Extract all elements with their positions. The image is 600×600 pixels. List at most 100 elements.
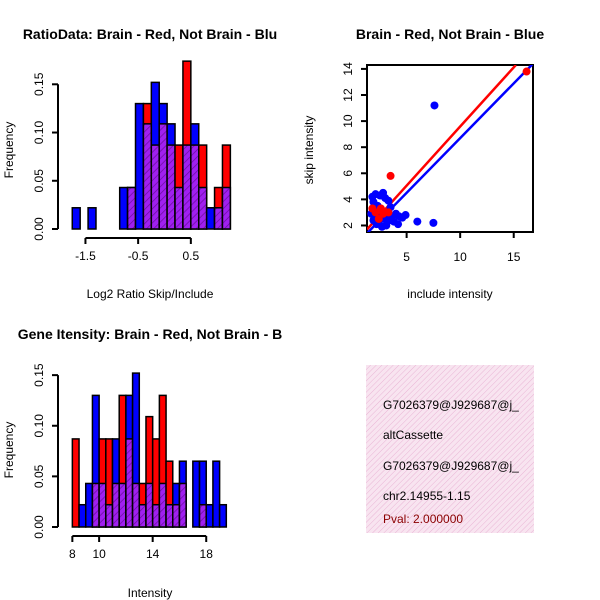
intensity-bar-overlap	[172, 503, 181, 528]
intensity-bar-overlap	[145, 482, 154, 528]
intensity-bar-overlap	[131, 482, 141, 528]
ratio-y-tick-label: 0.15	[32, 72, 46, 96]
scatter-y-tick-label: 2	[341, 222, 355, 229]
intensity-x-tick-label: 18	[200, 547, 214, 561]
scatter-y-tick-label: 10	[341, 114, 355, 128]
ratio-histogram-title: RatioData: Brain - Red, Not Brain - Blu	[23, 26, 277, 42]
ratio-bar-overlap	[126, 186, 137, 230]
scatter-point-blue	[384, 196, 393, 205]
intensity-scatter-panel: Brain - Red, Not Brain - Blue 5 10 15 2 4 6 8 1…	[302, 26, 544, 301]
scatter-point-blue	[385, 216, 394, 225]
ratio-bar-overlap	[221, 186, 232, 230]
intensity-bar-overlap	[118, 482, 127, 528]
intensity-y-tick-label: 0.00	[32, 515, 46, 539]
scatter-x-tick-label: 5	[403, 250, 410, 264]
scatter-y-tick-label: 12	[341, 88, 355, 102]
intensity-bar-blue	[78, 503, 87, 528]
scatter-points	[367, 67, 531, 231]
ratio-bar-overlap	[182, 144, 192, 230]
intensity-x-tick-label: 8	[69, 547, 76, 561]
ratio-bar-blue	[118, 186, 129, 230]
info-panel-background	[366, 365, 534, 533]
scatter-ylabel: skip intensity	[302, 116, 316, 185]
ratio-y-tick-label: 0.00	[32, 217, 46, 241]
ratio-histogram-panel: RatioData: Brain - Red, Not Brain - Blu …	[2, 26, 277, 301]
intensity-x-tick-label: 10	[92, 547, 106, 561]
scatter-point-red	[386, 171, 395, 180]
intensity-bar-blue	[218, 503, 228, 528]
pval-text: Pval: 2.000000	[383, 512, 463, 526]
ratio-bar-blue	[71, 207, 81, 230]
intensity-bar-blue	[212, 460, 221, 528]
intensity-histogram-xlabel: Intensity	[128, 586, 173, 600]
ratio-histogram-xlabel: Log2 Ratio Skip/Include	[87, 287, 214, 301]
intensity-bar-blue	[84, 482, 94, 528]
info-line-1: G7026379@J929687@j_	[383, 398, 519, 412]
scatter-point-red	[522, 67, 531, 76]
intensity-bar-overlap	[158, 482, 167, 528]
ratio-x-tick-label: -0.5	[128, 249, 149, 263]
scatter-point-blue	[430, 101, 439, 110]
info-line-2: altCassette	[383, 428, 443, 442]
ratio-x-tick-label: 0.5	[182, 249, 199, 263]
ratio-histogram-axes: -1.5 -0.5 0.5 0.00 0.05 0.10 0.15	[32, 72, 200, 263]
scatter-y-tick-label: 6	[341, 170, 355, 177]
intensity-bar-overlap	[105, 503, 114, 528]
intensity-bar-overlap	[111, 482, 120, 528]
ratio-bar-overlap	[166, 144, 176, 230]
intensity-bar-blue	[192, 460, 201, 528]
info-line-3: G7026379@J929687@j_	[383, 459, 519, 473]
scatter-y-tick-label: 4	[341, 196, 355, 203]
scatter-point-blue	[413, 217, 422, 226]
ratio-bar-blue	[87, 207, 97, 230]
scatter-y-tick-label: 8	[341, 144, 355, 151]
info-panel: G7026379@J929687@j_ altCassette G7026379…	[366, 365, 534, 533]
ratio-histogram-bars	[71, 60, 232, 230]
intensity-bar-red	[71, 438, 80, 528]
intensity-bar-overlap	[125, 438, 134, 528]
ratio-y-tick-label: 0.05	[32, 169, 46, 193]
intensity-histogram-axes: 8 10 14 18 0.00 0.05 0.10 0.15	[32, 363, 213, 561]
ratio-bar-overlap	[174, 186, 184, 230]
intensity-bar-overlap	[98, 482, 107, 528]
scatter-fit-line-blue	[367, 65, 533, 232]
scatter-xlabel: include intensity	[407, 287, 492, 301]
ratio-bar-overlap	[142, 123, 153, 230]
scatter-x-tick-label: 10	[453, 250, 467, 264]
intensity-y-tick-label: 0.05	[32, 464, 46, 488]
intensity-bar-overlap	[91, 482, 100, 528]
info-line-4: chr2.14955-1.15	[383, 489, 471, 503]
scatter-y-tick-label: 14	[341, 62, 355, 76]
intensity-bar-overlap	[151, 503, 161, 528]
intensity-histogram-panel: Gene Itensity: Brain - Red, Not Brain - …	[2, 326, 282, 600]
ratio-bar-overlap	[158, 123, 168, 230]
intensity-x-tick-label: 14	[146, 547, 160, 561]
ratio-histogram-ylabel: Frequency	[2, 122, 16, 179]
scatter-point-blue	[401, 211, 410, 220]
ratio-bar-blue	[205, 207, 216, 230]
scatter-title: Brain - Red, Not Brain - Blue	[356, 26, 544, 42]
scatter-point-red	[384, 208, 393, 217]
ratio-bar-overlap	[213, 207, 224, 230]
ratio-bar-overlap	[150, 144, 160, 230]
intensity-histogram-bars	[71, 372, 228, 528]
ratio-bar-overlap	[197, 186, 208, 230]
intensity-histogram-ylabel: Frequency	[2, 422, 16, 479]
intensity-bar-overlap	[138, 503, 147, 528]
intensity-histogram-title: Gene Itensity: Brain - Red, Not Brain - …	[18, 326, 282, 342]
scatter-point-blue	[394, 220, 403, 229]
scatter-axes: 5 10 15 2 4 6 8 10 12 14	[341, 62, 521, 264]
ratio-x-tick-label: -1.5	[75, 249, 96, 263]
ratio-bar-blue	[134, 102, 145, 230]
intensity-bar-overlap	[198, 503, 207, 528]
scatter-point-blue	[429, 218, 438, 227]
scatter-plot-frame	[366, 64, 534, 233]
intensity-bar-blue	[205, 503, 214, 528]
scatter-point-red	[376, 204, 385, 213]
ratio-bar-overlap	[190, 144, 200, 230]
scatter-x-tick-label: 15	[507, 250, 521, 264]
intensity-y-tick-label: 0.10	[32, 414, 46, 438]
intensity-bar-overlap	[178, 482, 187, 528]
intensity-bar-overlap	[165, 503, 174, 528]
